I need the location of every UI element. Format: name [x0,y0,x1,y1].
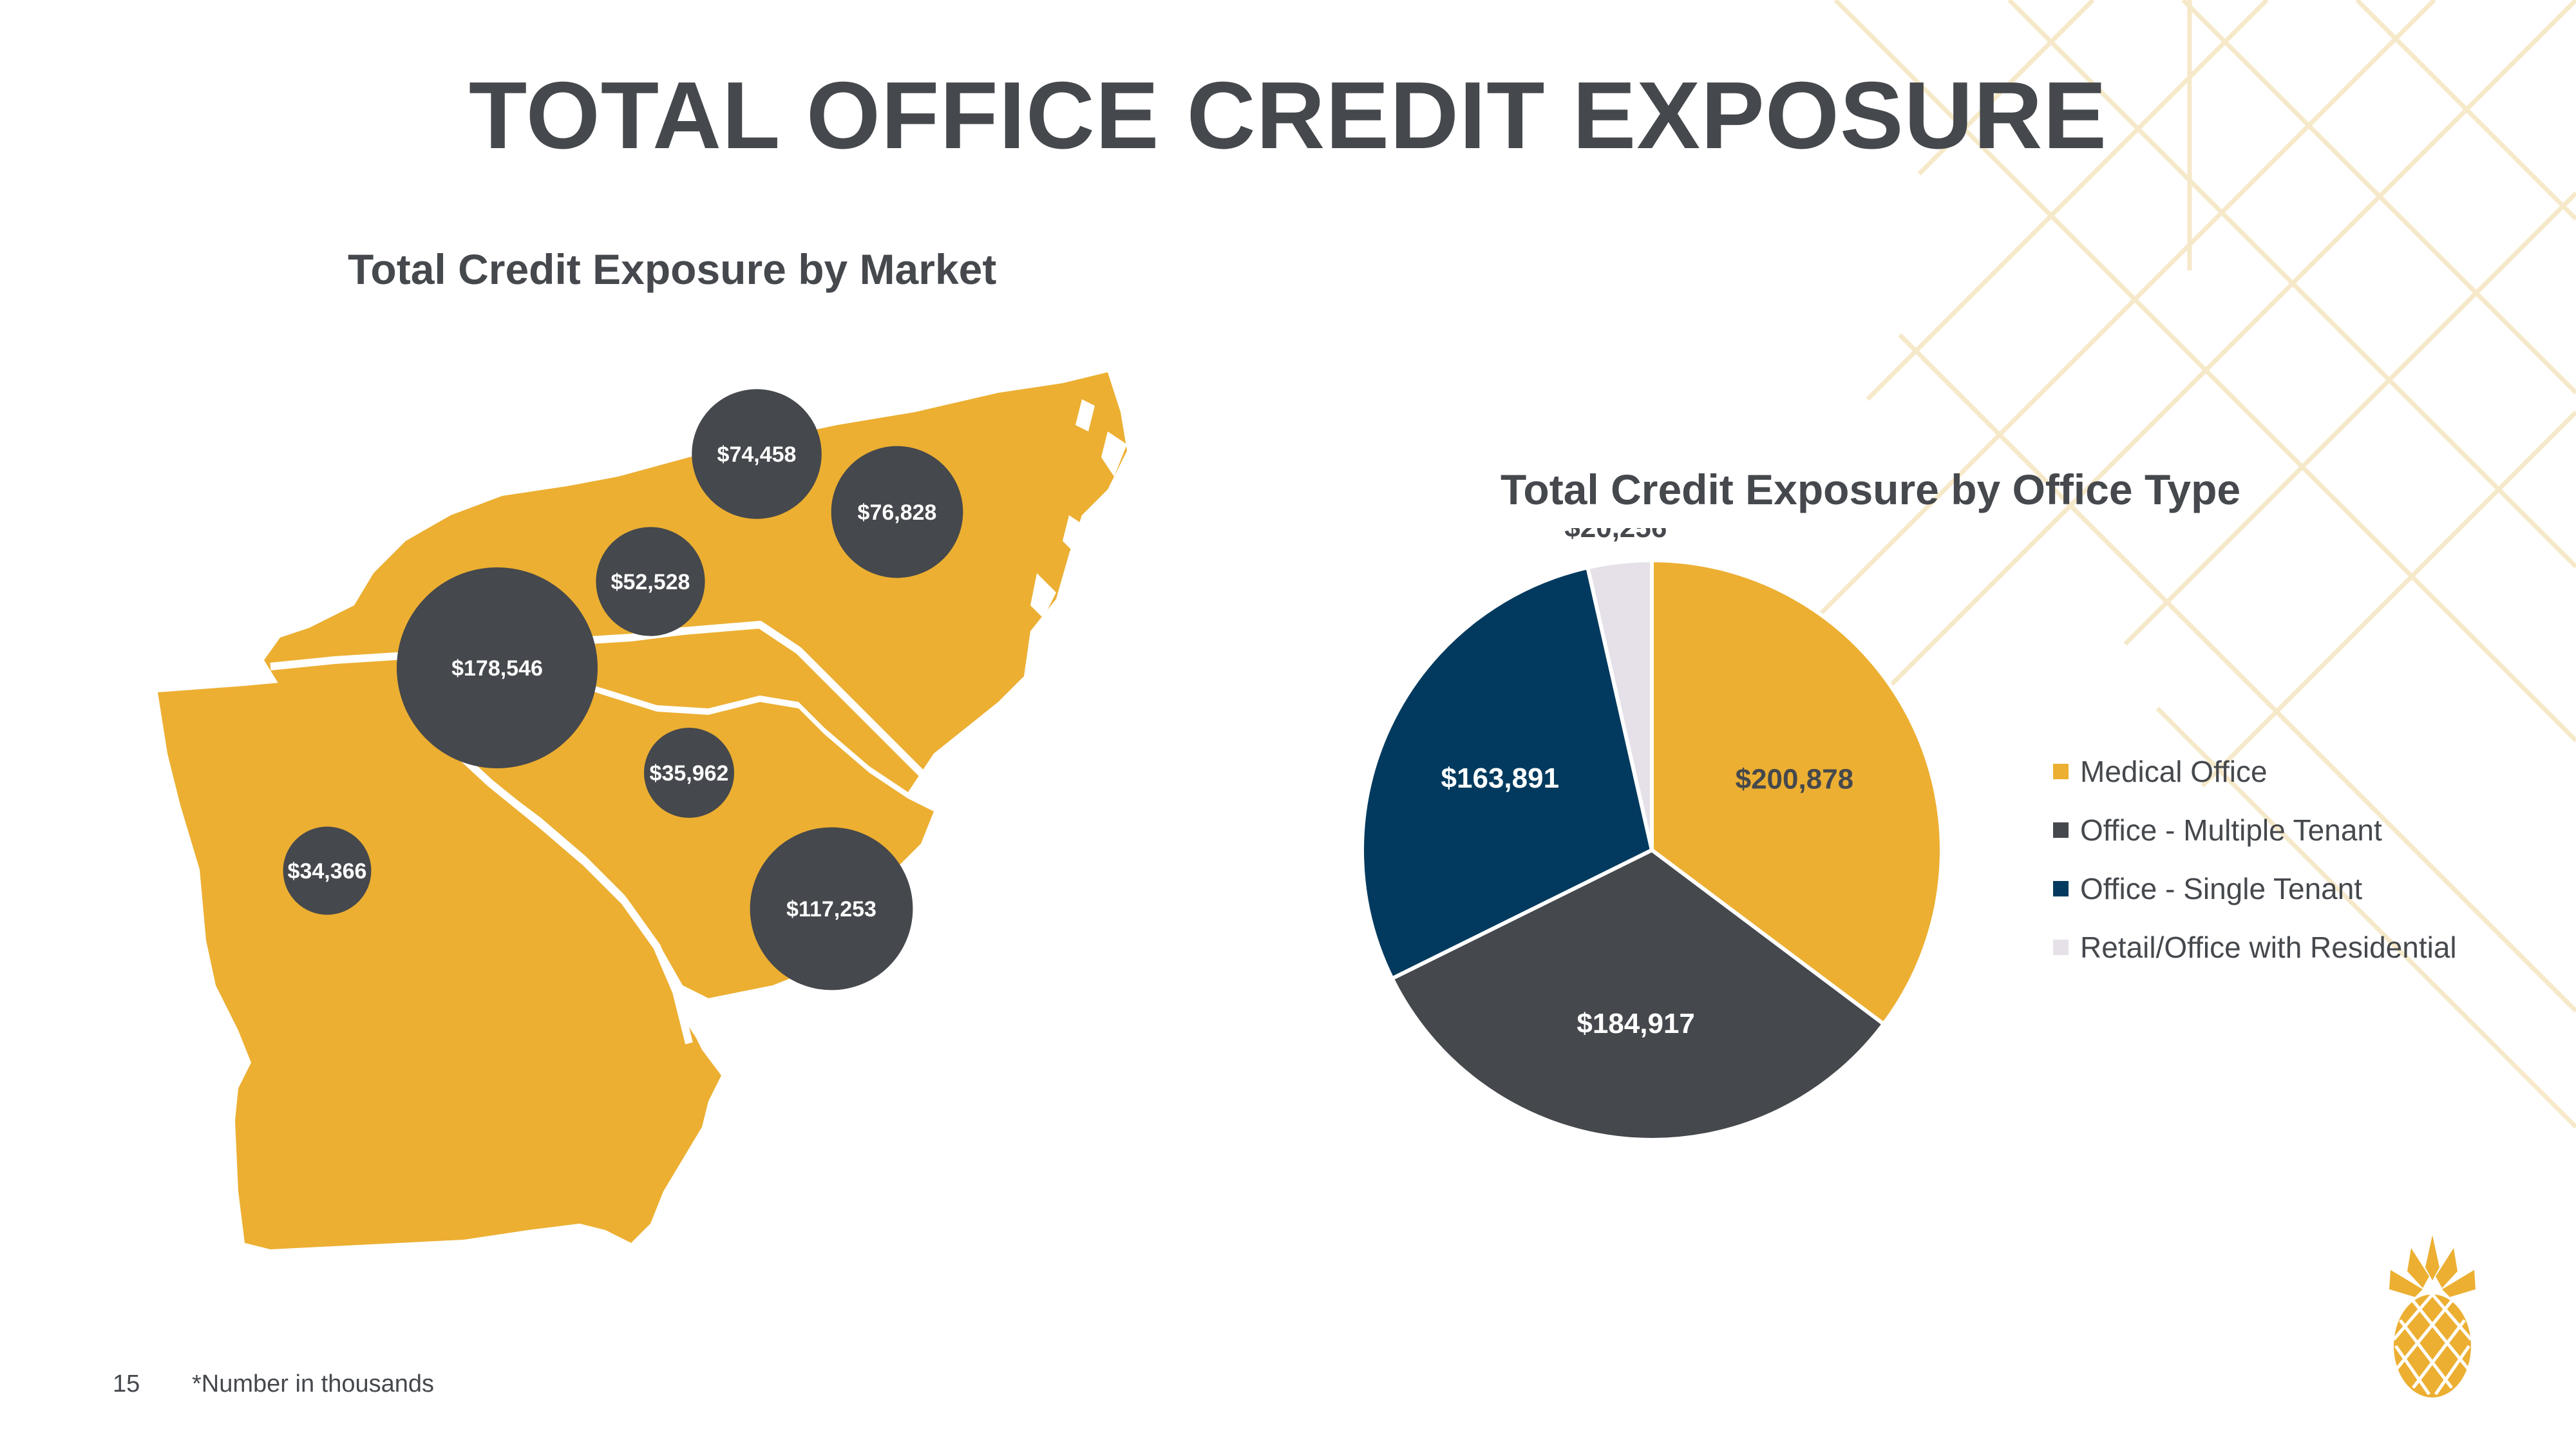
market-bubble [831,446,963,578]
pie-slice [1650,558,1944,1027]
market-bubble [283,826,372,915]
legend-swatch-retail-office-residential [2053,939,2069,955]
pie-slice [1390,848,1886,1142]
footnote: *Number in thousands [192,1370,434,1397]
market-bubble [750,827,913,990]
market-bubble-label: $35,962 [650,761,729,786]
legend-label: Office - Single Tenant [2080,871,2363,905]
state-map-shapes [158,372,1127,1249]
legend-label: Retail/Office with Residential [2080,930,2457,964]
pie-slices [1360,558,1944,1142]
market-bubbles: $74,458 $76,828 $52,528 $178,546 $35,962 $34,… [283,389,963,990]
pie-data-label: $184,917 [1577,1008,1695,1039]
legend-label: Office - Multiple Tenant [2080,813,2382,847]
office-type-pie-chart: $200,878 $184,917 $163,891 $20,256 [1360,528,1944,1142]
pineapple-icon [2389,1235,2476,1397]
legend-swatch-medical-office [2053,763,2069,779]
pie-data-label: $20,256 [1564,528,1667,544]
pie-chart-title: Total Credit Exposure by Office Type [1501,466,2241,513]
market-bubble-label: $34,366 [288,859,367,884]
market-bubble [643,727,735,819]
map-coastline-details [1030,399,1127,618]
page-number: 15 [113,1370,140,1397]
market-bubble [596,527,705,636]
market-bubble-label: $74,458 [717,442,797,467]
pie-legend: Medical Office Office - Multiple Tenant … [2053,742,2457,976]
market-bubble [397,567,598,768]
legend-swatch-office-multiple-tenant [2053,822,2069,838]
slide-title: TOTAL OFFICE CREDIT EXPOSURE [468,62,2108,169]
market-map: $74,458 $76,828 $52,528 $178,546 $35,962 $34,… [158,372,1127,1249]
pie-slice [1360,565,1654,981]
market-bubble-label: $117,253 [786,897,876,922]
legend-item-retail-office-residential: Retail/Office with Residential [2053,918,2457,976]
market-bubble [692,389,822,519]
pie-data-label: $163,891 [1441,762,1560,794]
legend-item-medical-office: Medical Office [2053,742,2457,800]
pie-slice [1586,558,1654,852]
map-chart-title: Total Credit Exposure by Market [348,245,997,293]
pie-data-labels: $200,878 $184,917 $163,891 $20,256 [1441,528,1854,1039]
map-region-georgia [158,676,721,1249]
pie-data-label: $200,878 [1736,763,1854,795]
market-bubble-label: $178,546 [451,656,543,681]
legend-swatch-office-single-tenant [2053,880,2069,896]
legend-item-office-single-tenant: Office - Single Tenant [2053,859,2457,918]
market-bubble-label: $76,828 [858,500,937,525]
legend-item-office-multiple-tenant: Office - Multiple Tenant [2053,800,2457,859]
market-bubble-label: $52,528 [611,570,690,594]
legend-label: Medical Office [2080,754,2268,788]
